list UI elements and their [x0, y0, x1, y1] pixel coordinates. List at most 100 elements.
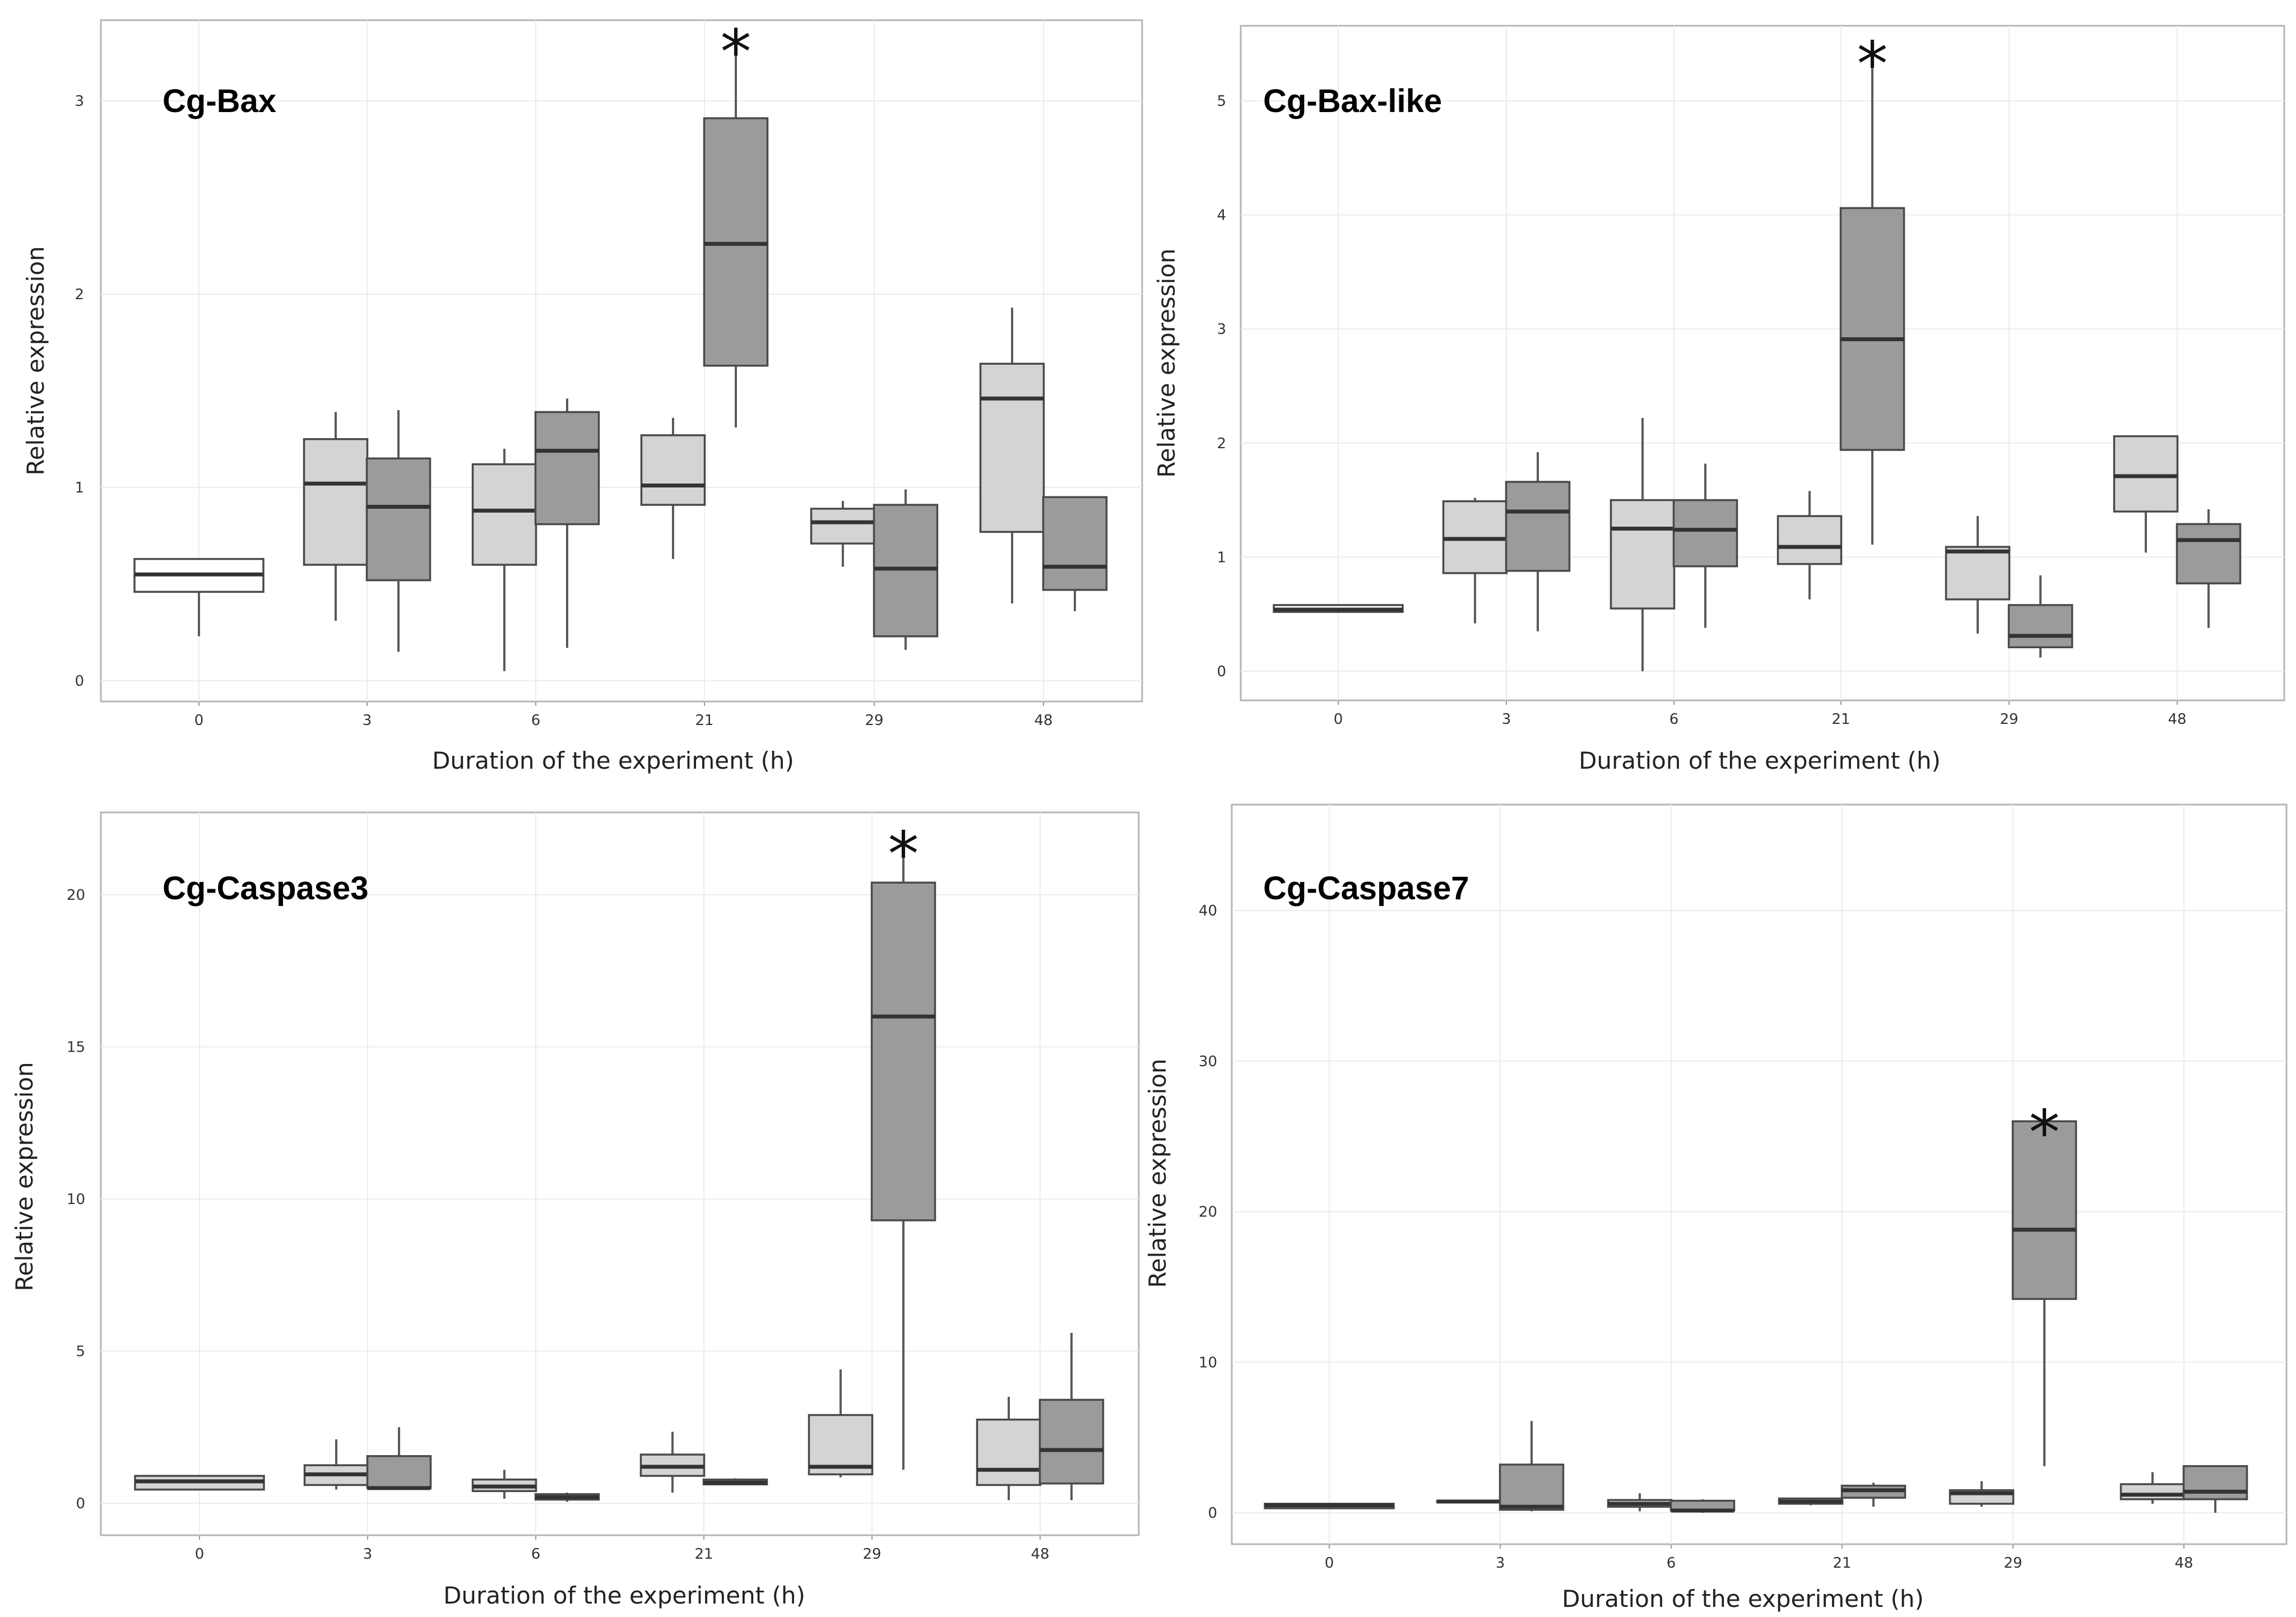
panel-frame: [1231, 803, 2288, 1545]
iqr-box: [471, 463, 537, 566]
panel-cg-bax-like: 0 1 2 3 4 5 0 3 6 21 29 48 * Cg-Bax-like Duration of…: [1153, 25, 2285, 774]
box-control-29h: [1949, 1481, 2015, 1507]
iqr-box: [366, 1455, 432, 1489]
box-control-3h: [303, 1439, 369, 1490]
y-tick-label: 5: [1217, 93, 1226, 110]
x-tick-label: 3: [1496, 1555, 1505, 1572]
box-control-3h: [303, 412, 369, 621]
box-treated-6h: [534, 1492, 600, 1502]
iqr-box: [365, 457, 432, 582]
y-tick-label: 1: [75, 480, 84, 496]
x-tick-label: 6: [1667, 1555, 1676, 1572]
box-control-6h: [471, 1470, 537, 1499]
x-tick-label: 48: [2168, 711, 2186, 728]
x-tick-label: 3: [1502, 711, 1511, 728]
box-treated-48h: [1038, 1332, 1105, 1500]
box-treated-3h: [1505, 452, 1571, 631]
x-tick-label: 3: [363, 712, 372, 729]
y-tick-label: 2: [1217, 435, 1226, 452]
box-control-29h: [1945, 516, 2011, 634]
box-control-29h: [808, 1369, 874, 1477]
x-axis-label: Duration of the experiment (h): [1579, 747, 1941, 774]
y-tick-label: 20: [1199, 1204, 1217, 1221]
box-treated-6h: [534, 398, 600, 648]
panel-frame: [1240, 25, 2285, 701]
box-treated-21h: [1839, 53, 1905, 545]
box-control-3h: [1436, 1499, 1502, 1504]
iqr-box: [1945, 546, 2011, 601]
significance-asterisk: *: [888, 819, 919, 890]
y-tick-label: 1: [1217, 549, 1226, 566]
box-treated-21h: [1840, 1483, 1907, 1507]
iqr-box: [1672, 499, 1738, 568]
iqr-box: [1776, 515, 1843, 565]
box-control-6h: [471, 449, 537, 671]
x-tick-label: 6: [531, 712, 541, 729]
y-tick-label: 2: [75, 286, 84, 303]
box-treated-6h: [1669, 1499, 1736, 1513]
box-treated-48h: [2176, 509, 2242, 628]
iqr-box: [808, 1414, 874, 1476]
iqr-box: [2007, 604, 2074, 648]
box-treated-29h: [870, 843, 936, 1470]
box-control-3h: [1442, 498, 1508, 624]
y-tick-label: 0: [75, 673, 84, 690]
box-treated-6h: [1672, 463, 1738, 628]
panel-title: Cg-Caspase7: [1263, 870, 1469, 907]
iqr-box: [976, 1418, 1042, 1486]
panel-cg-caspase7: 0 10 20 30 40 0 3 6 21 29 48 * Cg-Caspase7 Duration…: [1144, 803, 2288, 1613]
x-tick-label: 29: [865, 712, 883, 729]
iqr-box: [1505, 481, 1571, 572]
x-tick-label: 29: [862, 1546, 881, 1563]
iqr-box: [979, 363, 1045, 533]
box-control-0h: [1264, 1503, 1395, 1509]
y-tick-label: 5: [76, 1344, 85, 1360]
x-axis-label: Duration of the experiment (h): [432, 747, 794, 774]
box-treated-29h: [2011, 1120, 2077, 1466]
box-treated-21h: [703, 41, 769, 428]
x-tick-label: 48: [2174, 1555, 2193, 1572]
iqr-box: [1499, 1463, 1565, 1511]
box-control-21h: [1778, 1497, 1844, 1506]
panel-frame: [100, 811, 1140, 1536]
box-control-21h: [639, 1432, 706, 1493]
y-tick-label: 10: [1199, 1354, 1217, 1371]
x-tick-label: 6: [531, 1546, 541, 1563]
x-tick-label: 21: [1831, 711, 1850, 728]
panel-title: Cg-Bax-like: [1263, 83, 1442, 119]
x-tick-label: 21: [695, 712, 713, 729]
iqr-box: [2113, 435, 2179, 513]
y-tick-label: 30: [1199, 1053, 1217, 1070]
box-treated-48h: [2182, 1465, 2248, 1513]
box-treated-29h: [2007, 575, 2074, 658]
iqr-box: [534, 411, 600, 526]
x-tick-label: 6: [1669, 711, 1679, 728]
significance-asterisk: *: [1857, 28, 1888, 100]
box-control-21h: [1776, 491, 1843, 600]
x-axis-label: Duration of the experiment (h): [1562, 1585, 1924, 1613]
iqr-box: [1609, 499, 1676, 610]
y-tick-label: 3: [1217, 321, 1226, 338]
panel-cg-caspase3: 0 5 10 15 20 0 3 6 21 29 48 * Cg-Caspase3 Duration …: [11, 811, 1140, 1609]
iqr-box: [870, 881, 936, 1221]
x-tick-label: 29: [2003, 1555, 2022, 1572]
y-tick-label: 0: [1217, 663, 1226, 680]
panel-cg-bax: 0 1 2 3 0 3 6 21 29 48 * Cg-Bax Duration of the ex…: [22, 16, 1143, 774]
x-axis-label: Duration of the experiment (h): [443, 1582, 805, 1609]
box-control-48h: [979, 308, 1045, 603]
box-control-6h: [1607, 1493, 1673, 1512]
iqr-box: [303, 438, 369, 566]
x-tick-label: 0: [195, 1546, 205, 1563]
y-axis-label: Relative expression: [11, 1062, 38, 1291]
y-axis-label: Relative expression: [22, 246, 49, 475]
box-treated-29h: [873, 489, 939, 650]
x-tick-label: 3: [363, 1546, 373, 1563]
iqr-box: [640, 434, 706, 506]
significance-asterisk: *: [721, 16, 752, 88]
box-t0-0h: [133, 557, 265, 636]
x-tick-label: 29: [2000, 711, 2018, 728]
box-control-29h: [810, 501, 876, 567]
x-tick-label: 0: [1325, 1555, 1334, 1572]
y-tick-label: 0: [1208, 1505, 1217, 1522]
